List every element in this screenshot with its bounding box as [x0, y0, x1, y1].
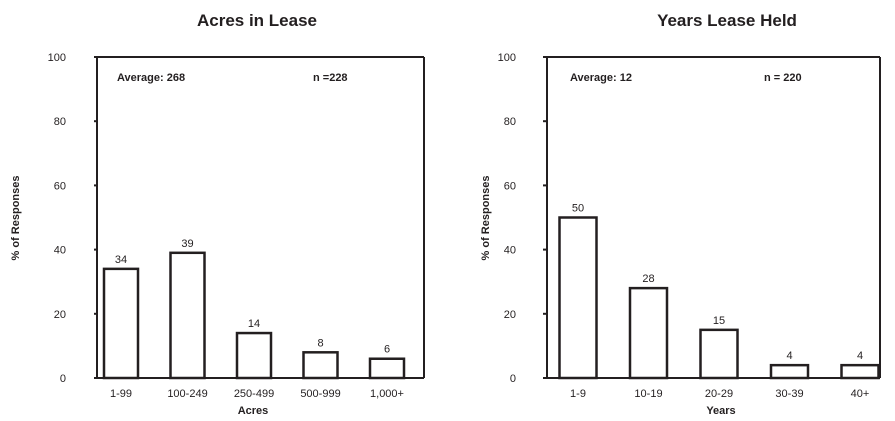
bar-value-label: 14: [248, 318, 260, 330]
y-tick-label: 20: [54, 309, 66, 321]
bar-value-label: 50: [572, 203, 584, 215]
x-tick-label: 500-999: [300, 388, 340, 400]
x-tick-label: 100-249: [167, 388, 207, 400]
bar: [102, 267, 140, 380]
y-tick-label: 80: [54, 116, 66, 128]
y-axis-title: % of Responses: [480, 176, 492, 261]
y-tick-label: 40: [504, 245, 516, 257]
bar: [840, 363, 880, 380]
chart-years-lease-held: Years Lease Held % of Responses Years Av…: [480, 11, 881, 417]
y-axis-title: % of Responses: [10, 176, 22, 261]
y-tick-label: 20: [504, 309, 516, 321]
x-tick-label: 1-99: [110, 388, 132, 400]
bar-value-label: 4: [857, 350, 863, 362]
bar: [699, 328, 739, 380]
chart-title: Acres in Lease: [197, 11, 317, 30]
y-tick-label: 40: [54, 245, 66, 257]
x-tick-label: 1-9: [570, 388, 586, 400]
y-tick-label: 0: [60, 373, 66, 385]
y-axis: 0 20 40 60 80 100: [498, 52, 547, 385]
bar: [628, 286, 669, 380]
average-annotation: Average: 12: [570, 72, 632, 84]
x-tick-label: 30-39: [775, 388, 803, 400]
bar: [302, 351, 339, 380]
bar-value-label: 4: [786, 350, 792, 362]
bar-value-label: 34: [115, 254, 127, 266]
bar: [769, 363, 810, 380]
bar-value-label: 15: [713, 315, 725, 327]
x-tick-label: 1,000+: [370, 388, 404, 400]
bar-value-label: 8: [317, 337, 323, 349]
y-tick-label: 0: [510, 373, 516, 385]
bar-value-label: 39: [181, 238, 193, 250]
y-tick-label: 100: [498, 52, 516, 64]
bar: [558, 216, 598, 380]
bar: [235, 331, 273, 380]
x-axis: 1-9 10-19 20-29 30-39 40+: [570, 388, 869, 400]
sample-size-annotation: n =228: [313, 72, 348, 84]
bar-value-label: 28: [642, 273, 654, 285]
sample-size-annotation: n = 220: [764, 72, 802, 84]
y-tick-label: 80: [504, 116, 516, 128]
average-annotation: Average: 268: [117, 72, 185, 84]
x-tick-label: 40+: [851, 388, 870, 400]
bar: [368, 357, 406, 380]
x-tick-label: 10-19: [634, 388, 662, 400]
y-tick-label: 100: [48, 52, 66, 64]
chart-title: Years Lease Held: [657, 11, 797, 30]
bar-value-label: 6: [384, 344, 390, 356]
bar-series: 50 28 15 4 4: [558, 203, 880, 380]
y-tick-label: 60: [504, 180, 516, 192]
y-axis: 0 20 40 60 80 100: [48, 52, 97, 385]
x-tick-label: 20-29: [705, 388, 733, 400]
x-axis: 1-99 100-249 250-499 500-999 1,000+: [110, 388, 404, 400]
bar: [169, 251, 206, 380]
chart-acres-in-lease: Acres in Lease % of Responses Acres Aver…: [10, 11, 425, 417]
y-tick-label: 60: [54, 180, 66, 192]
x-tick-label: 250-499: [234, 388, 274, 400]
x-axis-title: Years: [706, 405, 735, 417]
x-axis-title: Acres: [238, 405, 269, 417]
bar-series: 34 39 14 8 6: [102, 238, 406, 380]
